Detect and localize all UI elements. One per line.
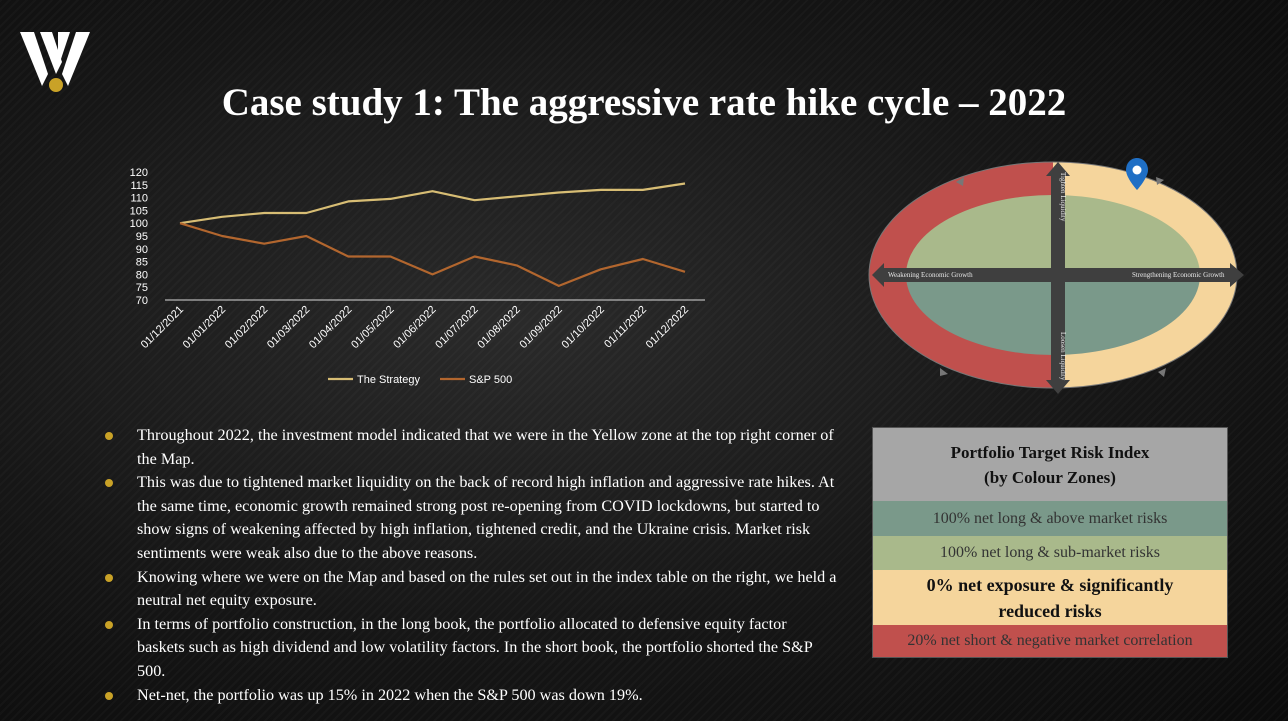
y-tick-label: 85 xyxy=(136,257,148,269)
list-item: Knowing where we were on the Map and bas… xyxy=(103,566,838,613)
arrow-right-icon xyxy=(1230,263,1244,287)
economic-map: Tighten Liquidity Loosen Liquidity Weake… xyxy=(868,158,1244,394)
bullet-text: This was due to tightened market liquidi… xyxy=(137,473,835,562)
series-line-sp500 xyxy=(179,222,686,287)
list-item: This was due to tightened market liquidi… xyxy=(103,471,838,565)
risk-row-red: 20% net short & negative market correlat… xyxy=(873,625,1227,657)
bullet-text: In terms of portfolio construction, in t… xyxy=(137,614,813,680)
legend-label: S&P 500 xyxy=(469,374,512,386)
risk-row-yellow: 0% net exposure & significantly reduced … xyxy=(873,570,1227,625)
x-tick-label: 01/12/2022 xyxy=(644,304,691,351)
map-label-bottom: Loosen Liquidity xyxy=(1059,332,1067,381)
map-label-left: Weakening Economic Growth xyxy=(888,271,973,279)
cycle-arrow-icon xyxy=(1158,368,1166,377)
arrow-down-icon xyxy=(1046,380,1070,394)
x-tick-label: 01/03/2022 xyxy=(265,304,312,351)
bullet-icon xyxy=(105,620,113,629)
bullet-icon xyxy=(105,573,113,582)
x-tick-label: 01/04/2022 xyxy=(307,304,354,351)
x-tick-label: 01/01/2022 xyxy=(181,304,228,351)
list-item: Throughout 2022, the investment model in… xyxy=(103,424,838,471)
risk-row-green-light: 100% net long & sub-market risks xyxy=(873,536,1227,570)
y-tick-label: 95 xyxy=(136,231,148,243)
y-tick-label: 75 xyxy=(136,282,148,294)
map-label-top: Tighten Liquidity xyxy=(1059,172,1067,222)
y-tick-label: 100 xyxy=(130,218,148,230)
y-tick-label: 70 xyxy=(136,295,148,307)
location-pin-icon xyxy=(1126,158,1148,190)
arrow-left-icon xyxy=(872,263,884,287)
x-tick-label: 01/10/2022 xyxy=(560,304,607,351)
risk-row-green-dark: 100% net long & above market risks xyxy=(873,501,1227,536)
y-tick-label: 80 xyxy=(136,269,148,281)
x-tick-label: 01/08/2022 xyxy=(475,304,522,351)
bullet-text: Throughout 2022, the investment model in… xyxy=(137,426,834,468)
y-tick-label: 120 xyxy=(130,167,148,179)
page-title: Case study 1: The aggressive rate hike c… xyxy=(221,81,1067,124)
x-tick-label: 01/02/2022 xyxy=(223,304,270,351)
x-tick-label: 01/09/2022 xyxy=(517,304,564,351)
risk-table-header: Portfolio Target Risk Index (by Colour Z… xyxy=(873,428,1227,501)
bullet-text: Net-net, the portfolio was up 15% in 202… xyxy=(137,685,643,704)
series-line-strategy xyxy=(179,182,686,225)
arrow-up-icon xyxy=(1046,162,1070,176)
bullet-icon xyxy=(105,691,113,700)
y-tick-label: 115 xyxy=(130,180,148,192)
legend-label: The Strategy xyxy=(357,374,420,386)
x-tick-label: 01/12/2021 xyxy=(139,304,186,351)
map-label-right: Strengthening Economic Growth xyxy=(1132,271,1225,279)
x-tick-label: 01/05/2022 xyxy=(349,304,396,351)
risk-table-title: Portfolio Target Risk Index xyxy=(950,442,1150,462)
x-tick-label: 01/06/2022 xyxy=(391,304,438,351)
risk-index-table: Portfolio Target Risk Index (by Colour Z… xyxy=(872,427,1228,658)
cycle-arrow-icon xyxy=(956,177,964,186)
risk-row-yellow-text: 0% net exposure & significantly reduced … xyxy=(926,574,1174,621)
bullet-icon xyxy=(105,479,113,488)
y-tick-label: 110 xyxy=(130,193,148,205)
list-item: In terms of portfolio construction, in t… xyxy=(103,613,838,684)
list-item: Net-net, the portfolio was up 15% in 202… xyxy=(103,684,838,708)
bullet-text: Knowing where we were on the Map and bas… xyxy=(137,567,837,610)
y-tick-label: 90 xyxy=(136,244,148,256)
cycle-arrow-icon xyxy=(940,368,948,376)
x-tick-label: 01/11/2022 xyxy=(602,304,649,351)
x-tick-label: 01/07/2022 xyxy=(433,304,480,351)
line-chart: 70758085909510010511011512001/12/202101/… xyxy=(130,167,705,386)
w-logo-icon xyxy=(20,32,90,92)
bullet-list: Throughout 2022, the investment model in… xyxy=(103,424,838,707)
risk-table-subtitle: (by Colour Zones) xyxy=(984,467,1116,487)
y-tick-label: 105 xyxy=(130,205,148,217)
cycle-arrow-icon xyxy=(1156,177,1164,185)
bullet-icon xyxy=(105,432,113,440)
